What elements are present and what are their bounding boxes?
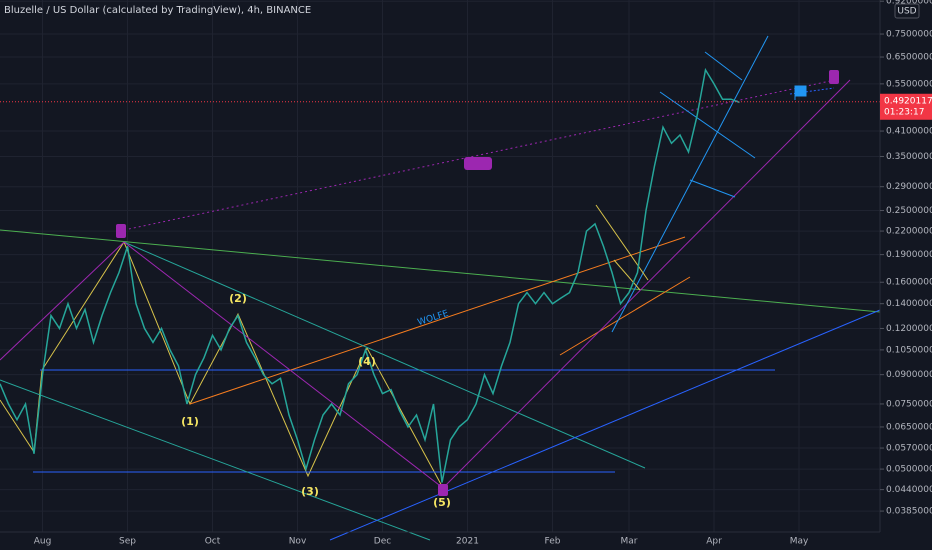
- chart-title: Bluzelle / US Dollar (calculated by Trad…: [4, 5, 311, 16]
- x-tick-label: May: [790, 537, 809, 547]
- channel: [704, 51, 743, 81]
- wave-label: (1): [181, 415, 199, 428]
- x-tick-label: Aug: [34, 537, 52, 547]
- price-axis: [880, 0, 932, 550]
- marker: [438, 484, 448, 496]
- x-tick-label: Feb: [545, 537, 561, 547]
- wave-label: (3): [301, 485, 319, 498]
- trendline: [442, 79, 851, 489]
- x-tick-label: Oct: [205, 537, 221, 547]
- trendline: [559, 276, 691, 356]
- markers: [116, 70, 839, 496]
- channel: [659, 91, 756, 159]
- trendline: [611, 35, 769, 333]
- trendline: [0, 241, 125, 361]
- y-tick-label: 0.03850000: [886, 507, 932, 517]
- trendline: [0, 379, 431, 541]
- projection: [789, 87, 835, 95]
- last-price-box: [880, 93, 932, 120]
- projection: [123, 79, 836, 231]
- channel: [689, 179, 736, 198]
- last-price-label: 0.49201176: [884, 96, 932, 106]
- marker: [829, 70, 839, 84]
- trendline: [189, 236, 686, 405]
- marker: [116, 224, 126, 238]
- wave-label: (5): [433, 496, 451, 509]
- wave-label: (2): [229, 292, 247, 305]
- trendline: [123, 241, 444, 489]
- price-line: [0, 67, 740, 483]
- trendline: [329, 309, 881, 541]
- x-tick-label: Dec: [374, 537, 391, 547]
- marker: [464, 157, 492, 170]
- x-tick-label: Sep: [119, 537, 136, 547]
- grid: [0, 0, 880, 532]
- x-tick-label: Mar: [621, 537, 638, 547]
- wave-label: (4): [358, 355, 376, 368]
- trendline: [123, 241, 646, 469]
- flag: [794, 85, 807, 100]
- wave-path: [595, 204, 649, 281]
- x-tick-label: 2021: [456, 537, 479, 547]
- currency-box[interactable]: [894, 3, 920, 19]
- x-tick-label: Nov: [289, 537, 307, 547]
- wave-path: [123, 241, 444, 489]
- x-tick-label: Apr: [706, 537, 722, 547]
- currency[interactable]: USD: [897, 7, 916, 17]
- countdown: 01:23:17: [884, 107, 924, 117]
- trendline: [0, 229, 881, 313]
- wave-path: [613, 259, 641, 291]
